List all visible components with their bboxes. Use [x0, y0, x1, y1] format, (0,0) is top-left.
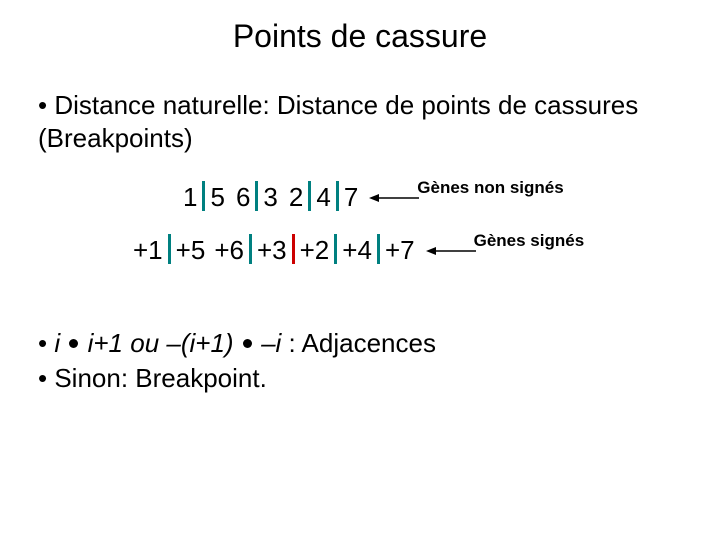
page-title: Points de cassure — [0, 18, 720, 55]
adj-negi: –i — [261, 328, 281, 358]
adj-negip1: –(i+1) — [166, 328, 233, 358]
bullet-distance: • Distance naturelle: Distance de points… — [38, 89, 690, 154]
breakpoint-bar — [168, 234, 171, 264]
bullet-adjacences: • i i+1 ou –(i+1) –i : Adjacences • Sino… — [38, 326, 690, 396]
arrow-left-icon — [426, 244, 476, 258]
bullet-distance-text: Distance naturelle: Distance de points d… — [38, 90, 638, 153]
adj-tail: : Adjacences — [289, 328, 436, 358]
breakpoint-bar — [202, 181, 205, 211]
dot-icon — [69, 339, 78, 348]
bullet-sinon: Sinon: Breakpoint. — [54, 363, 266, 393]
breakpoint-bar-red — [292, 234, 295, 264]
unsigned-n2: 6 — [228, 182, 253, 213]
unsigned-n6: 7 — [341, 182, 361, 213]
breakpoint-bar — [334, 234, 337, 264]
signed-n3: +3 — [254, 235, 290, 266]
adj-ip1: i+1 — [88, 328, 123, 358]
signed-n5: +4 — [339, 235, 375, 266]
breakpoint-bar — [255, 181, 258, 211]
signed-sequence: +1 +5 +6 +3 +2 +4 +7 Gènes signés — [130, 235, 720, 266]
breakpoint-bar — [249, 234, 252, 264]
unsigned-label: Gènes non signés — [417, 178, 563, 198]
unsigned-n4: 2 — [281, 182, 306, 213]
signed-n0: +1 — [130, 235, 166, 266]
signed-n4: +2 — [297, 235, 333, 266]
signed-label: Gènes signés — [474, 231, 585, 251]
unsigned-n0: 1 — [180, 182, 200, 213]
unsigned-sequence: 1 5 6 3 2 4 7 Gènes non signés — [180, 182, 720, 213]
breakpoint-bar — [336, 181, 339, 211]
arrow-left-icon — [369, 191, 419, 205]
breakpoint-bar — [308, 181, 311, 211]
breakpoint-bar — [377, 234, 380, 264]
unsigned-n3: 3 — [260, 182, 280, 213]
unsigned-n5: 4 — [313, 182, 333, 213]
dot-icon — [243, 339, 252, 348]
signed-n1: +5 — [173, 235, 209, 266]
signed-n6: +7 — [382, 235, 418, 266]
signed-n2: +6 — [208, 235, 247, 266]
adj-i: i — [54, 328, 60, 358]
adj-ou: ou — [130, 328, 166, 358]
unsigned-n1: 5 — [207, 182, 227, 213]
